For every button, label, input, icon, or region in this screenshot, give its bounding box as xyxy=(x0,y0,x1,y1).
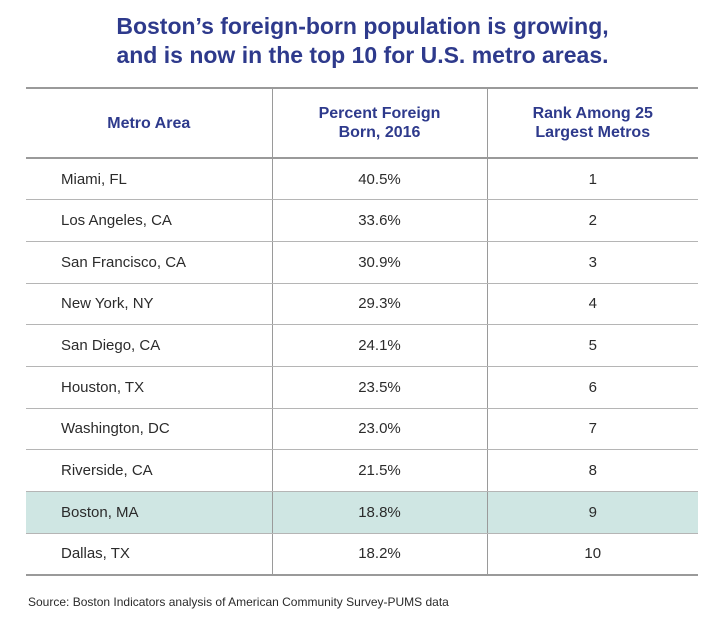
cell-metro-area: New York, NY xyxy=(26,283,273,326)
cell-percent-foreign-born: 21.5% xyxy=(271,449,488,492)
cell-metro-area: Boston, MA xyxy=(26,491,273,534)
cell-rank: 7 xyxy=(486,408,698,451)
table-row: San Diego, CA 24.1% 5 xyxy=(26,324,698,367)
cell-metro-area: Houston, TX xyxy=(26,366,273,409)
table-row: New York, NY 29.3% 4 xyxy=(26,283,698,326)
cell-metro-area: Washington, DC xyxy=(26,408,273,451)
cell-metro-area: Riverside, CA xyxy=(26,449,273,492)
table-header-row: Metro Area Percent Foreign Born, 2016 Ra… xyxy=(26,87,698,159)
cell-percent-foreign-born: 33.6% xyxy=(271,199,488,242)
column-header-rank-text: Rank Among 25 Largest Metros xyxy=(532,105,653,141)
cell-metro-area: Los Angeles, CA xyxy=(26,199,273,242)
cell-rank: 4 xyxy=(486,283,698,326)
column-header-rank: Rank Among 25 Largest Metros xyxy=(486,87,698,159)
cell-metro-area: Dallas, TX xyxy=(26,533,273,576)
table-row: Houston, TX 23.5% 6 xyxy=(26,366,698,409)
cell-percent-foreign-born: 40.5% xyxy=(271,158,488,201)
source-note: Source: Boston Indicators analysis of Am… xyxy=(28,595,449,609)
cell-percent-foreign-born: 24.1% xyxy=(271,324,488,367)
cell-rank: 2 xyxy=(486,199,698,242)
cell-rank: 8 xyxy=(486,449,698,492)
cell-percent-foreign-born: 29.3% xyxy=(271,283,488,326)
cell-rank: 5 xyxy=(486,324,698,367)
cell-rank: 6 xyxy=(486,366,698,409)
metro-table: Metro Area Percent Foreign Born, 2016 Ra… xyxy=(26,87,698,576)
chart-title: Boston’s foreign-born population is grow… xyxy=(0,12,725,70)
table-row: Los Angeles, CA 33.6% 2 xyxy=(26,199,698,242)
cell-rank: 1 xyxy=(486,158,698,201)
cell-rank: 10 xyxy=(486,533,698,576)
table-row: Washington, DC 23.0% 7 xyxy=(26,408,698,451)
title-line-2: and is now in the top 10 for U.S. metro … xyxy=(116,42,609,68)
table-row: Miami, FL 40.5% 1 xyxy=(26,158,698,201)
cell-metro-area: San Francisco, CA xyxy=(26,241,273,284)
cell-rank: 9 xyxy=(486,491,698,534)
cell-rank: 3 xyxy=(486,241,698,284)
cell-percent-foreign-born: 23.0% xyxy=(271,408,488,451)
cell-percent-foreign-born: 30.9% xyxy=(271,241,488,284)
title-line-1: Boston’s foreign-born population is grow… xyxy=(116,13,609,39)
column-header-percent-foreign-born-text: Percent Foreign Born, 2016 xyxy=(318,105,441,141)
table-row: Riverside, CA 21.5% 8 xyxy=(26,449,698,492)
table-row-highlighted: Boston, MA 18.8% 9 xyxy=(26,491,698,534)
cell-metro-area: Miami, FL xyxy=(26,158,273,201)
table-row: San Francisco, CA 30.9% 3 xyxy=(26,241,698,284)
column-header-percent-foreign-born: Percent Foreign Born, 2016 xyxy=(271,87,488,159)
table-row: Dallas, TX 18.2% 10 xyxy=(26,533,698,576)
table-body: Miami, FL 40.5% 1 Los Angeles, CA 33.6% 2 San … xyxy=(26,158,698,576)
cell-percent-foreign-born: 23.5% xyxy=(271,366,488,409)
column-header-metro-area: Metro Area xyxy=(26,87,273,159)
cell-percent-foreign-born: 18.8% xyxy=(271,491,488,534)
cell-metro-area: San Diego, CA xyxy=(26,324,273,367)
cell-percent-foreign-born: 18.2% xyxy=(271,533,488,576)
